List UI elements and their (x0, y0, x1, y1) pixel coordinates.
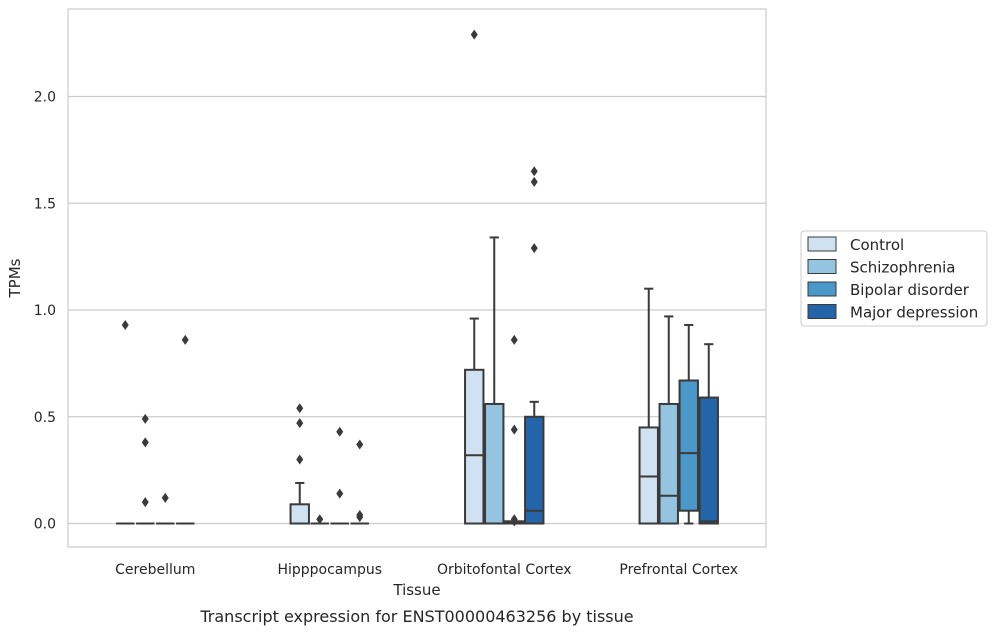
box-major-depression (524, 166, 545, 525)
legend-frame (800, 230, 988, 327)
legend-swatch (807, 281, 837, 297)
box-body (464, 368, 485, 525)
x-tick-label: Orbitofontal Cortex (437, 562, 572, 578)
box-body (638, 426, 659, 525)
box-body (484, 402, 505, 525)
x-tick-label: Hipppocampus (277, 562, 382, 578)
y-tick-label: 0.5 (34, 410, 56, 426)
box-bipolar-disorder (330, 426, 349, 525)
outlier-point (530, 166, 538, 177)
outlier-point (121, 319, 129, 330)
outlier-point (356, 512, 364, 523)
legend-swatch (807, 236, 837, 252)
y-tick-label: 1.5 (34, 196, 56, 212)
box-major-depression (350, 439, 369, 525)
outlier-point (530, 243, 538, 254)
box-body (698, 396, 719, 525)
box-bipolar-disorder (678, 323, 699, 525)
box-schizophrenia (484, 236, 505, 525)
box-control (116, 319, 135, 525)
legend-label: Schizophrenia (850, 259, 955, 277)
legend: Control Schizophrenia Bipolar disorder Majo… (800, 230, 988, 327)
box-control (638, 287, 659, 525)
outlier-point (141, 497, 149, 508)
box-bipolar-disorder (504, 334, 525, 527)
chart-caption: Transcript expression for ENST0000046325… (199, 607, 633, 626)
outlier-point (510, 424, 518, 435)
y-tick-label: 0.0 (34, 517, 56, 533)
outlier-point (336, 488, 344, 499)
y-tick-labels: 0.0 0.5 1.0 1.5 2.0 (34, 90, 56, 533)
plot-frame (67, 8, 767, 548)
outlier-point (296, 418, 304, 429)
outlier-point (161, 492, 169, 503)
outlier-point (141, 413, 149, 424)
outlier-point (316, 514, 324, 525)
legend-label: Major depression (850, 304, 978, 322)
box-control (289, 403, 310, 525)
legend-label: Bipolar disorder (850, 281, 970, 299)
legend-swatch (807, 304, 837, 319)
outlier-point (141, 437, 149, 448)
outlier-point (356, 439, 364, 450)
box-bipolar-disorder (156, 492, 175, 525)
box-major-depression (698, 343, 719, 525)
y-axis-label: TPMs (6, 258, 24, 298)
outlier-point (510, 334, 518, 345)
box-layer (116, 29, 719, 527)
box-body (289, 503, 310, 525)
outlier-point (470, 29, 478, 40)
box-control (464, 29, 485, 525)
outlier-point (510, 516, 518, 527)
outlier-point (296, 403, 304, 414)
box-major-depression (176, 334, 195, 525)
x-tick-label: Prefrontal Cortex (619, 562, 738, 578)
box-schizophrenia (310, 514, 329, 525)
y-tick-label: 2.0 (34, 90, 56, 106)
legend-label: Control (850, 236, 904, 254)
outlier-point (530, 176, 538, 187)
box-body (658, 402, 679, 525)
box-schizophrenia (136, 413, 155, 525)
outlier-point (296, 454, 304, 465)
x-axis-label: Tissue (392, 581, 440, 599)
box-body (524, 415, 545, 525)
x-tick-labels: Cerebellum Hipppocampus Orbitofontal Corte… (115, 562, 738, 578)
box-schizophrenia (658, 315, 679, 525)
outlier-point (181, 334, 189, 345)
legend-swatch (807, 259, 837, 274)
box-body (678, 379, 699, 512)
outlier-point (336, 426, 344, 437)
x-tick-label: Cerebellum (115, 562, 195, 578)
y-tick-label: 1.0 (34, 303, 56, 319)
